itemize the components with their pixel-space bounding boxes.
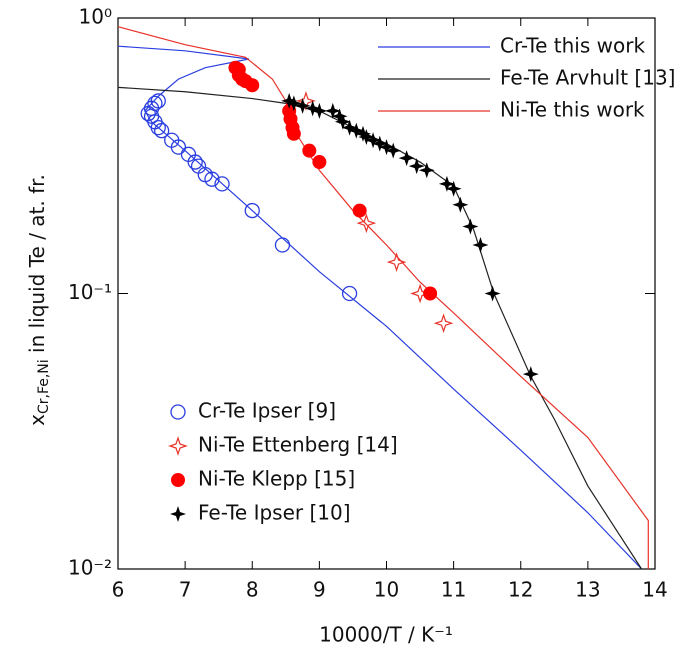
marker-circle	[244, 202, 260, 219]
marker-plus	[484, 285, 501, 302]
marker-dot	[352, 203, 367, 218]
marker-star	[433, 313, 454, 334]
x-tick-label: 13	[575, 578, 600, 602]
marker-plus	[438, 175, 455, 192]
marker-circle	[170, 139, 187, 155]
y-label-sub: Cr,Fe,Ni	[36, 359, 52, 414]
marker-plus	[311, 102, 328, 119]
legend-marker	[168, 436, 188, 456]
marker-plus	[445, 180, 462, 197]
marker-plus	[378, 139, 395, 156]
legend-label: Cr-Te this work	[500, 34, 645, 58]
y-tick-label: 10⁻¹	[68, 280, 112, 304]
marker-circle	[187, 154, 203, 170]
x-tick-label: 11	[441, 578, 466, 602]
series-line	[117, 45, 643, 570]
legend-label: Ni-Te Ettenberg [14]	[198, 433, 398, 457]
x-tick-label: 10	[374, 578, 399, 602]
y-label-rest: in liquid Te / at. fr.	[25, 174, 49, 359]
legend-label: Ni-Te this work	[500, 98, 645, 122]
series-line	[117, 86, 643, 570]
marker-plus	[294, 97, 311, 114]
marker-plus	[324, 102, 341, 119]
marker-star	[386, 252, 407, 273]
x-tick-label: 9	[313, 578, 326, 602]
marker-plus	[358, 128, 375, 145]
marker-dot	[245, 78, 260, 93]
legend-label: Fe-Te Arvhult [13]	[500, 66, 675, 90]
x-tick-label: 7	[179, 578, 192, 602]
y-label-main: x	[25, 414, 49, 426]
legend-marker	[170, 506, 186, 522]
marker-dot	[286, 126, 301, 141]
marker-plus	[472, 236, 489, 253]
marker-plus	[398, 150, 415, 167]
marker-plus	[334, 113, 351, 130]
legend-marker	[171, 473, 185, 487]
marker-circle	[274, 237, 291, 253]
marker-plus	[385, 142, 402, 159]
legend-marker	[170, 404, 186, 420]
y-tick-label: 10⁻²	[68, 556, 112, 580]
legend-label: Fe-Te Ipser [10]	[198, 501, 351, 525]
marker-plus	[418, 162, 435, 179]
marker-plus	[304, 100, 321, 117]
marker-circle	[150, 93, 166, 109]
x-tick-label: 14	[642, 578, 667, 602]
x-axis-label: 10000/T / K⁻¹	[319, 623, 453, 647]
legend-label: Ni-Te Klepp [15]	[198, 467, 355, 491]
marker-plus	[331, 108, 348, 125]
marker-circle	[204, 171, 220, 187]
marker-star	[296, 91, 316, 111]
marker-plus	[355, 125, 372, 142]
y-tick-label: 10⁰	[79, 5, 112, 29]
marker-dot	[302, 143, 317, 158]
marker-plus	[348, 122, 365, 139]
marker-circle	[153, 123, 170, 139]
marker-plus	[452, 196, 469, 213]
marker-plus	[281, 92, 298, 109]
marker-plus	[371, 135, 388, 152]
y-axis-label-text: xCr,Fe,Ni in liquid Te / at. fr.	[25, 174, 53, 426]
marker-dot	[312, 155, 327, 170]
x-tick-label: 6	[112, 578, 125, 602]
marker-plus	[462, 218, 479, 235]
marker-plus	[408, 158, 425, 175]
marker-plus	[341, 119, 358, 136]
marker-dot	[423, 286, 438, 301]
y-axis-label: xCr,Fe,Ni in liquid Te / at. fr.	[25, 174, 53, 426]
marker-plus	[285, 95, 302, 112]
marker-star	[356, 213, 377, 234]
legend-label: Cr-Te Ipser [9]	[198, 399, 336, 423]
marker-plus	[365, 132, 382, 149]
x-tick-label: 12	[508, 578, 533, 602]
x-tick-label: 8	[246, 578, 259, 602]
marker-circle	[150, 119, 166, 136]
marker-dot	[231, 62, 246, 77]
marker-plus	[522, 366, 539, 383]
marker-circle	[214, 176, 230, 192]
marker-circle	[341, 285, 358, 302]
